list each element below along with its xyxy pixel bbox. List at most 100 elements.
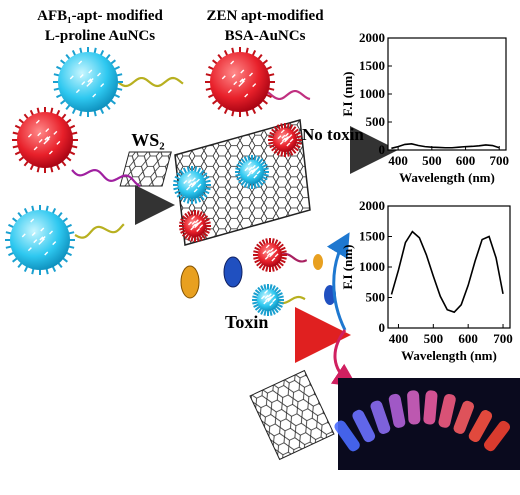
mark: [48, 150, 53, 155]
label: Toxin: [225, 312, 268, 332]
mark: [188, 182, 193, 187]
mark: [238, 82, 243, 87]
mark: [240, 80, 245, 85]
y-tick-label: 1500: [359, 58, 385, 73]
mark: [239, 78, 244, 83]
nanocluster: [53, 47, 123, 117]
x-tick-label: 600: [456, 153, 476, 168]
mark: [253, 174, 258, 179]
mark: [46, 136, 51, 141]
label: ZEN apt-modified: [206, 8, 324, 24]
mark: [192, 223, 197, 228]
mark: [252, 83, 257, 88]
aptamer: [71, 168, 141, 188]
nanocluster: [173, 166, 211, 204]
toxin: [223, 256, 243, 288]
nanocluster: [252, 284, 284, 316]
mark: [268, 296, 273, 301]
mark: [266, 249, 271, 254]
mark: [284, 132, 289, 137]
mark: [187, 173, 192, 178]
mark: [267, 252, 271, 257]
y-axis-label: F.I (nm): [340, 244, 355, 289]
mark: [21, 233, 26, 238]
mark: [269, 302, 274, 307]
x-tick-label: 400: [389, 331, 409, 346]
mark: [40, 238, 45, 243]
y-tick-label: 0: [379, 320, 386, 335]
arrow: [330, 329, 358, 387]
mark: [44, 251, 49, 256]
mark: [195, 178, 200, 183]
mark: [30, 218, 35, 223]
plot-frame: [387, 37, 507, 151]
mark: [289, 138, 294, 143]
line: [390, 230, 504, 314]
x-tick-label: 600: [458, 331, 478, 346]
label: BSA-AuNCs: [225, 28, 306, 44]
mark: [39, 236, 44, 241]
mark: [92, 93, 97, 98]
mark: [272, 298, 277, 303]
mark: [247, 161, 252, 166]
mark: [86, 82, 91, 87]
mark: [277, 135, 282, 140]
mark: [79, 73, 84, 78]
mark: [274, 253, 279, 258]
mark: [251, 164, 256, 169]
mark: [265, 297, 270, 302]
mark: [194, 219, 199, 224]
mark: [248, 166, 253, 171]
mark: [37, 132, 42, 137]
nanocluster: [253, 238, 287, 272]
mark: [221, 75, 226, 80]
x-axis-label: Wavelength (nm): [399, 170, 495, 185]
tube: [438, 393, 456, 428]
mark: [193, 188, 198, 193]
mark: [273, 249, 278, 254]
y-tick-label: 0: [379, 142, 386, 157]
nanocluster: [268, 123, 302, 157]
mark: [186, 186, 191, 191]
tubes: [334, 390, 511, 452]
mark: [279, 140, 284, 145]
mark: [280, 129, 285, 134]
line: [391, 143, 500, 150]
mark: [282, 137, 286, 142]
tube: [334, 420, 360, 452]
tube: [388, 393, 406, 428]
nanocluster: [235, 155, 269, 189]
mark: [41, 236, 46, 241]
tube: [468, 410, 493, 443]
label: No toxin: [302, 125, 364, 144]
mark: [35, 119, 40, 124]
mark: [270, 251, 275, 256]
mark: [244, 167, 249, 172]
y-axis-label: F.I (nm): [340, 71, 355, 116]
mark: [53, 130, 58, 135]
mark: [78, 60, 83, 65]
y-tick-label: 500: [366, 114, 386, 129]
mark: [197, 183, 202, 188]
mark: [233, 81, 238, 86]
mark: [195, 222, 200, 227]
mark: [44, 136, 49, 141]
mark: [281, 134, 286, 139]
mark: [75, 89, 80, 94]
ws2-sheet: [119, 151, 172, 187]
mark: [262, 250, 267, 255]
toxin: [313, 254, 323, 270]
aptamer: [117, 76, 184, 88]
mark: [40, 227, 45, 232]
mark: [252, 168, 257, 173]
charts: 0 500 1000 1500 2000 400 500 600 700 Wavelength (…: [340, 30, 513, 363]
mark: [56, 140, 61, 145]
mark: [191, 215, 196, 220]
mark: [87, 78, 92, 83]
mark: [38, 240, 43, 245]
particles: [5, 47, 311, 316]
photo: [334, 378, 520, 470]
mark: [261, 295, 265, 300]
mark: [249, 169, 253, 174]
